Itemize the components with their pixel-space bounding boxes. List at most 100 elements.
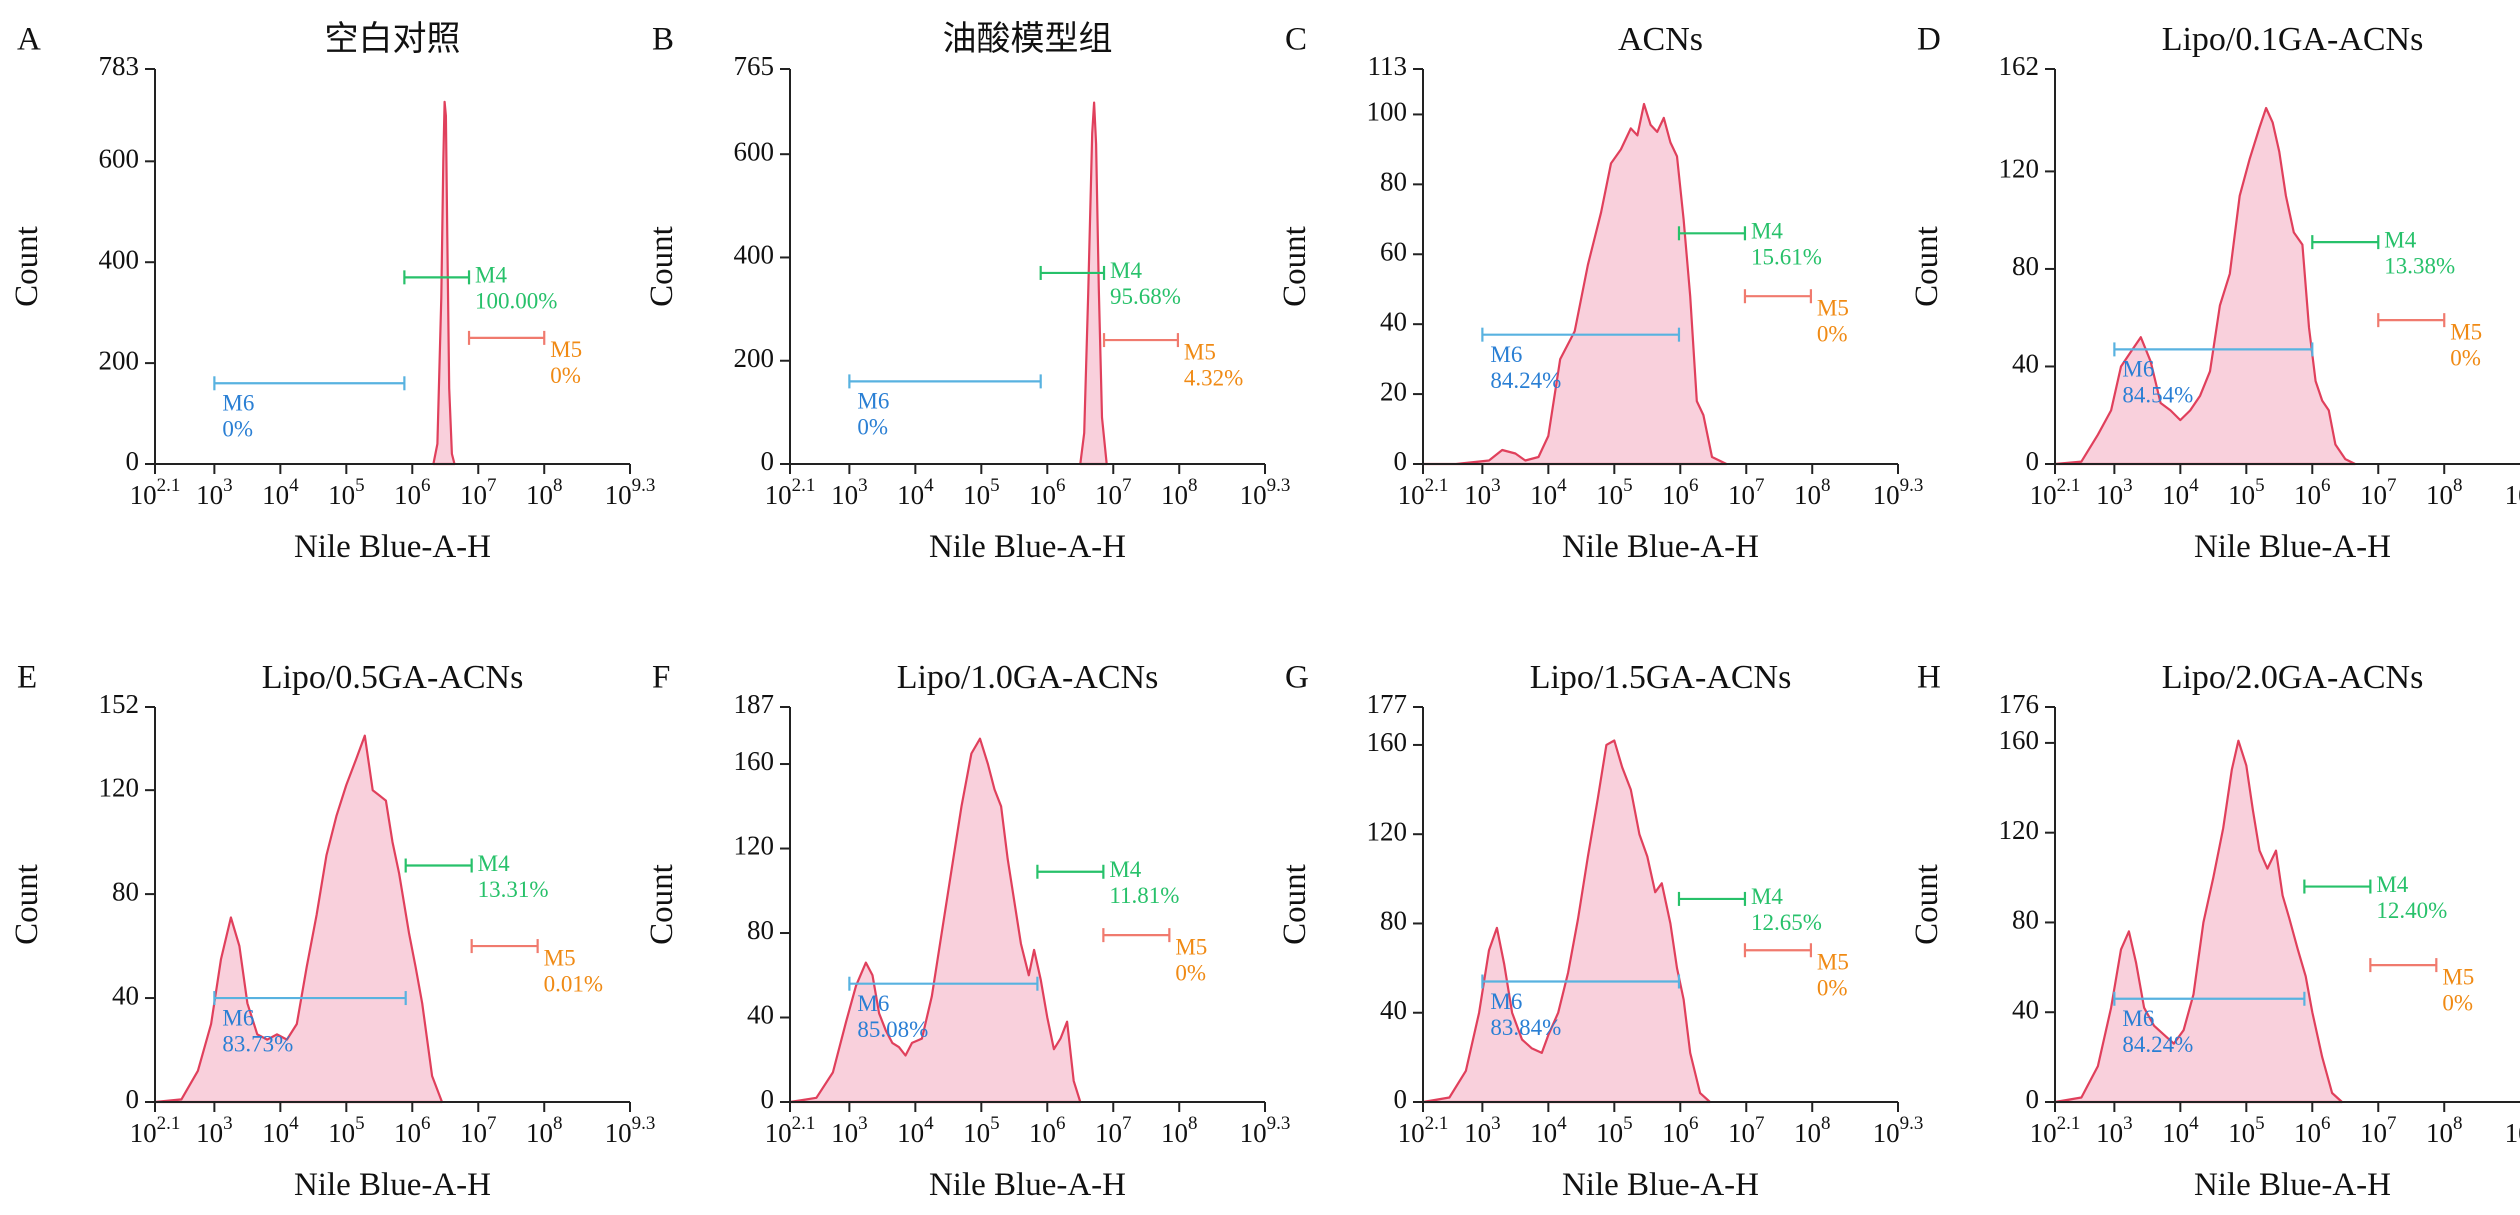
x-tick-label: 103 xyxy=(2096,1113,2133,1148)
gate-percent: 13.31% xyxy=(478,877,549,902)
x-tick-label: 102.1 xyxy=(765,475,816,510)
y-tick-label: 160 xyxy=(1999,725,2040,755)
y-tick-label: 187 xyxy=(734,689,775,719)
gate-name: M5 xyxy=(1817,295,1849,320)
gate-name: M6 xyxy=(1490,342,1522,367)
x-tick-label: 105 xyxy=(1596,1113,1633,1148)
y-tick-label: 40 xyxy=(2012,349,2039,379)
panel-title: Lipo/0.1GA-ACNs xyxy=(2162,21,2424,58)
x-tick-label: 105 xyxy=(328,475,365,510)
gate-name: M6 xyxy=(222,1005,254,1030)
gate-m6: M60% xyxy=(213,376,406,442)
x-axis-label: Nile Blue-A-H xyxy=(2194,1167,2391,1203)
y-tick-label: 80 xyxy=(112,876,139,906)
x-tick-label: 107 xyxy=(1728,475,1765,510)
x-tick-label: 107 xyxy=(2360,1113,2397,1148)
x-tick-label: 104 xyxy=(1530,475,1567,510)
gate-percent: 0% xyxy=(1817,976,1848,1001)
y-tick-label: 80 xyxy=(1380,167,1407,197)
y-tick-label: 162 xyxy=(1999,51,2040,81)
x-tick-label: 102.1 xyxy=(130,475,181,510)
x-tick-label: 108 xyxy=(2426,1113,2463,1148)
panel-title: Lipo/2.0GA-ACNs xyxy=(2162,659,2424,696)
x-tick-label: 103 xyxy=(831,475,868,510)
y-tick-label: 80 xyxy=(2012,905,2039,935)
histogram-area xyxy=(1079,101,1108,466)
y-axis-label: Count xyxy=(644,864,680,945)
y-axis-label: Count xyxy=(9,864,45,945)
gate-m6: M60% xyxy=(848,374,1042,440)
panel-letter: F xyxy=(652,660,670,696)
x-tick-label: 103 xyxy=(831,1113,868,1148)
y-tick-label: 0 xyxy=(761,1084,775,1114)
y-tick-label: 400 xyxy=(734,240,775,270)
x-tick-label: 109.3 xyxy=(605,475,656,510)
panel-letter: B xyxy=(652,22,674,58)
panel-title: 油酸模型组 xyxy=(943,20,1113,58)
panel-title: 空白对照 xyxy=(325,20,461,58)
x-tick-label: 109.3 xyxy=(2505,1113,2520,1148)
x-tick-label: 109.3 xyxy=(1873,475,1924,510)
x-tick-label: 102.1 xyxy=(765,1113,816,1148)
panel-f: F Lipo/1.0GA-ACNs 0 40 80 120 160 187 102.1 103 10… xyxy=(644,659,1290,1203)
y-tick-label: 176 xyxy=(1999,689,2040,719)
y-axis-label: Count xyxy=(1277,226,1313,307)
y-tick-label: 40 xyxy=(2012,994,2039,1024)
panel-d: D Lipo/0.1GA-ACNs 0 40 80 120 162 102.1 103 104 10… xyxy=(1909,21,2520,565)
x-tick-label: 109.3 xyxy=(1240,1113,1291,1148)
x-tick-label: 107 xyxy=(1095,1113,1132,1148)
x-tick-label: 106 xyxy=(2294,475,2331,510)
x-tick-label: 106 xyxy=(1662,475,1699,510)
y-tick-label: 0 xyxy=(1394,1084,1408,1114)
histogram-area xyxy=(788,737,1082,1104)
gate-name: M6 xyxy=(2122,357,2154,382)
x-tick-label: 103 xyxy=(1464,1113,1501,1148)
gate-m5: M50% xyxy=(1102,928,1207,985)
gate-name: M4 xyxy=(1109,857,1141,882)
gate-name: M5 xyxy=(2442,964,2474,989)
panel-g: G Lipo/1.5GA-ACNs 0 40 80 120 160 177 102.1 103 10… xyxy=(1277,659,1923,1203)
x-tick-label: 104 xyxy=(897,1113,934,1148)
x-tick-label: 106 xyxy=(1029,475,1066,510)
gate-percent: 84.24% xyxy=(2122,1032,2193,1057)
y-tick-label: 80 xyxy=(2012,251,2039,281)
gate-name: M5 xyxy=(544,945,576,970)
histogram-area xyxy=(2053,739,2344,1104)
panel-letter: H xyxy=(1917,660,1941,696)
gate-name: M5 xyxy=(1817,950,1849,975)
gate-name: M4 xyxy=(475,263,507,288)
panel-letter: E xyxy=(17,660,37,696)
gate-m5: M50% xyxy=(467,330,582,388)
x-tick-label: 105 xyxy=(963,475,1000,510)
x-tick-label: 102.1 xyxy=(130,1113,181,1148)
x-tick-label: 108 xyxy=(1161,1113,1198,1148)
histogram-area xyxy=(432,100,456,466)
x-tick-label: 107 xyxy=(1728,1113,1765,1148)
panel-title: Lipo/1.0GA-ACNs xyxy=(897,659,1159,696)
panel-title: Lipo/1.5GA-ACNs xyxy=(1530,659,1792,696)
y-tick-label: 152 xyxy=(99,689,140,719)
y-tick-label: 200 xyxy=(734,343,775,373)
x-tick-label: 106 xyxy=(394,1113,431,1148)
y-tick-label: 765 xyxy=(734,51,775,81)
x-axis-label: Nile Blue-A-H xyxy=(1562,1167,1759,1203)
y-tick-label: 40 xyxy=(112,980,139,1010)
panel-letter: G xyxy=(1285,660,1309,696)
y-tick-label: 0 xyxy=(761,446,775,476)
x-tick-label: 104 xyxy=(262,1113,299,1148)
x-tick-label: 109.3 xyxy=(605,1113,656,1148)
x-tick-label: 109.3 xyxy=(2505,475,2520,510)
x-axis-label: Nile Blue-A-H xyxy=(1562,529,1759,565)
x-tick-label: 108 xyxy=(1794,475,1831,510)
panel-title: ACNs xyxy=(1618,21,1703,58)
y-tick-label: 100 xyxy=(1367,97,1408,127)
gate-m5: M50% xyxy=(2369,958,2474,1015)
gate-name: M5 xyxy=(550,337,582,362)
gate-percent: 83.84% xyxy=(1490,1015,1561,1040)
